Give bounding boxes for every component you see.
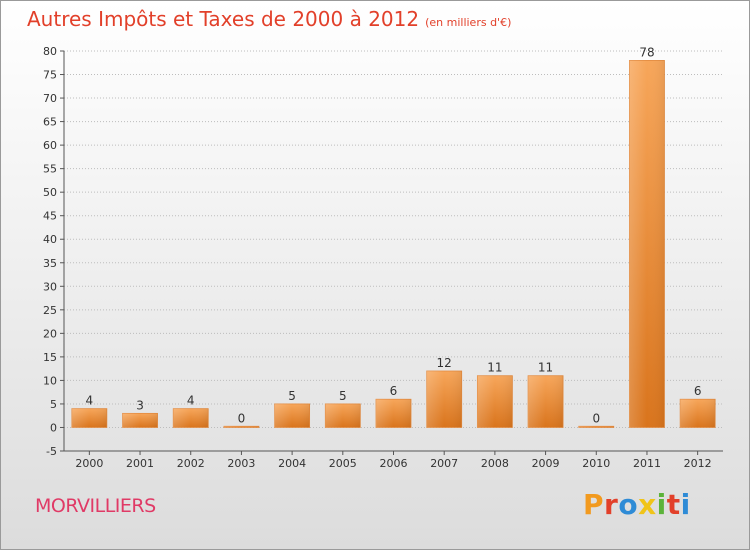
y-tick-label: 80 [43,45,57,58]
x-tick-label: 2004 [278,457,306,470]
y-tick-label: 0 [50,421,57,434]
bar-shine [680,399,716,428]
x-tick-labels: 2000 2001 2002 2003 2004 2005 2006 2007 2008 2009… [75,457,711,470]
chart-subtitle: (en milliers d'€) [425,16,512,29]
y-tick-label: 45 [43,210,57,223]
x-tick-label: 2007 [430,457,458,470]
y-tick-label: 65 [43,116,57,129]
data-label: 6 [390,384,398,398]
y-tick-label: 60 [43,139,57,152]
data-label: 0 [238,411,246,425]
axes [60,50,723,455]
y-tick-label: 25 [43,304,57,317]
y-tick-label: 5 [50,398,57,411]
chart-title-text: Autres Impôts et Taxes de 2000 à 2012 [27,7,420,31]
data-label: 78 [639,45,654,59]
x-tick-label: 2010 [582,457,610,470]
x-tick-label: 2000 [75,457,103,470]
x-tick-label: 2011 [633,457,661,470]
x-tick-label: 2012 [684,457,712,470]
bar-shine [528,375,564,428]
data-label: 12 [437,356,452,370]
data-labels: 4 3 4 0 5 5 6 12 11 11 0 78 6 [86,45,702,425]
data-label: 5 [288,389,296,403]
x-tick-label: 2008 [481,457,509,470]
data-label: 0 [592,411,600,425]
y-tick-labels: -5 0 5 10 15 20 25 30 35 40 45 50 55 60 65 70 75 80 [43,45,57,458]
logo-letter: x [638,488,657,521]
bar-shine [223,426,259,428]
x-tick-label: 2009 [532,457,560,470]
bar-shine [173,408,209,428]
data-label: 11 [538,361,553,375]
data-label: 5 [339,389,347,403]
commune-name: MORVILLIERS [35,495,156,517]
bar-shine [376,399,411,428]
bar-shine [477,375,513,428]
y-tick-label: 10 [43,374,57,387]
bar-shine [122,413,158,428]
logo-letter: i [680,488,691,521]
bar-shine [578,426,614,428]
logo-letter: t [666,488,681,521]
y-tick-label: 20 [43,327,57,340]
x-tick-label: 2001 [126,457,154,470]
y-tick-label: 40 [43,233,57,246]
data-label: 4 [187,394,195,408]
y-tick-label: 70 [43,92,57,105]
y-tick-label: 30 [43,280,57,293]
x-tick-label: 2005 [329,457,357,470]
x-tick-label: 2003 [227,457,255,470]
data-label: 4 [86,394,94,408]
bar-shine [274,403,310,428]
y-tick-label: 55 [43,163,57,176]
bar-shine [71,408,107,428]
data-label: 6 [694,384,702,398]
y-tick-label: 75 [43,69,57,82]
logo-letter: r [604,488,619,521]
logo-letter: o [618,488,639,521]
x-tick-label: 2002 [177,457,205,470]
y-tick-label: 50 [43,186,57,199]
bar-shine [629,60,665,428]
logo-letter: i [656,488,667,521]
x-tick-label: 2006 [380,457,408,470]
data-label: 3 [136,398,144,412]
bars [71,60,716,428]
data-label: 11 [487,361,502,375]
chart-title: Autres Impôts et Taxes de 2000 à 2012 (en… [27,7,511,31]
y-tick-label: 15 [43,351,57,364]
bar-shine [426,371,462,428]
y-tick-label: -5 [46,445,57,458]
bar-shine [325,403,361,428]
proxiti-logo: Proxiti [583,488,691,521]
logo-letter: P [583,488,605,521]
y-tick-label: 35 [43,257,57,270]
